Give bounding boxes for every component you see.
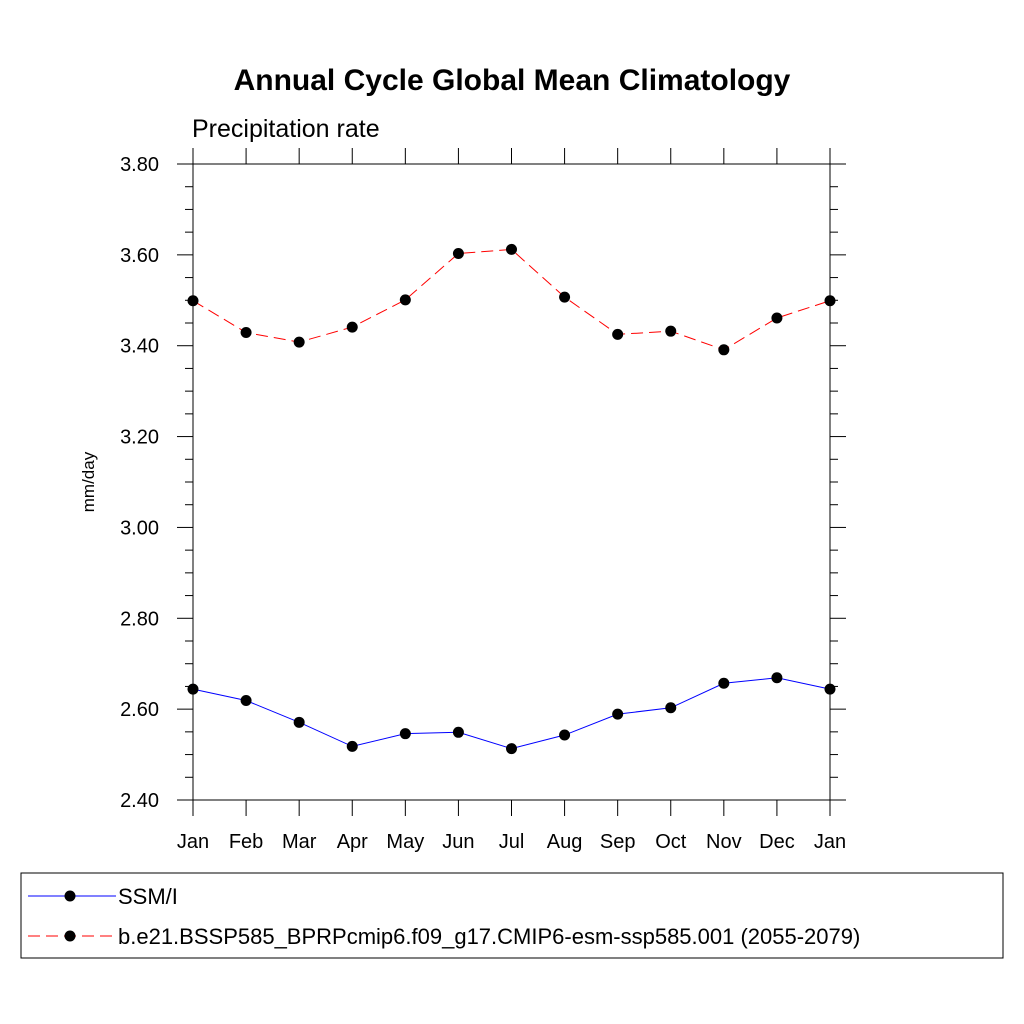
data-point xyxy=(718,677,730,689)
x-tick-label: Jan xyxy=(814,831,846,853)
data-point xyxy=(187,295,199,307)
y-tick-label: 2.80 xyxy=(120,608,159,630)
data-point xyxy=(187,683,199,695)
axes: 2.40 2.60 2.80 3.00 3.20 3.40 3.60 3.80 Jan Feb Ma… xyxy=(120,148,846,853)
data-point xyxy=(612,708,624,720)
y-axis-label: mm/day xyxy=(79,451,98,512)
data-point xyxy=(240,695,252,707)
legend-marker xyxy=(64,930,76,942)
series-line-0 xyxy=(192,677,831,750)
data-point xyxy=(452,726,464,738)
data-point xyxy=(771,312,783,324)
data-point xyxy=(452,247,464,259)
data-point xyxy=(293,336,305,348)
x-tick-label: Jan xyxy=(177,831,209,853)
data-point xyxy=(346,321,358,333)
x-tick-label: May xyxy=(386,831,424,853)
data-point xyxy=(346,740,358,752)
x-tick-label: Aug xyxy=(547,831,583,853)
data-point xyxy=(612,328,624,340)
y-tick-label: 3.00 xyxy=(120,517,159,539)
data-point xyxy=(559,291,571,303)
data-point xyxy=(506,743,517,755)
data-point xyxy=(771,672,783,684)
y-tick-label: 2.40 xyxy=(120,790,159,812)
data-point xyxy=(718,344,730,356)
x-tick-label: Jul xyxy=(499,831,525,853)
x-tick-label: Mar xyxy=(282,831,317,853)
x-tick-label: Nov xyxy=(706,831,742,853)
data-point xyxy=(506,243,517,255)
data-point xyxy=(559,729,571,741)
legend: SSM/I b.e21.BSSP585_BPRPcmip6.f09_g17.CMI… xyxy=(20,872,1004,959)
data-point xyxy=(399,728,411,740)
x-tick-label: Jun xyxy=(442,831,474,853)
y-tick-label: 3.40 xyxy=(120,336,159,358)
data-point xyxy=(293,716,305,728)
legend-marker xyxy=(64,890,76,902)
chart-title: Annual Cycle Global Mean Climatology xyxy=(234,64,791,97)
y-tick-label: 3.20 xyxy=(120,427,159,449)
plot-series xyxy=(187,243,836,755)
data-point xyxy=(824,683,836,695)
legend-label: SSM/I xyxy=(118,884,178,909)
x-tick-label: Sep xyxy=(600,831,636,853)
data-point xyxy=(824,295,836,307)
x-tick-label: Apr xyxy=(337,831,368,853)
y-tick-label: 2.60 xyxy=(120,699,159,721)
data-point xyxy=(665,325,677,337)
legend-box xyxy=(20,872,1004,959)
legend-label: b.e21.BSSP585_BPRPcmip6.f09_g17.CMIP6-es… xyxy=(118,924,860,949)
x-tick-label: Feb xyxy=(229,831,263,853)
series-line-1 xyxy=(192,248,831,351)
data-point xyxy=(240,327,252,339)
y-tick-label: 3.60 xyxy=(120,245,159,267)
x-tick-label: Dec xyxy=(759,831,795,853)
y-tick-label: 3.80 xyxy=(120,154,159,176)
data-point xyxy=(665,702,677,714)
data-point xyxy=(399,294,411,306)
chart-subtitle: Precipitation rate xyxy=(192,115,380,143)
plot-frame xyxy=(192,163,831,801)
x-tick-label: Oct xyxy=(655,831,687,853)
